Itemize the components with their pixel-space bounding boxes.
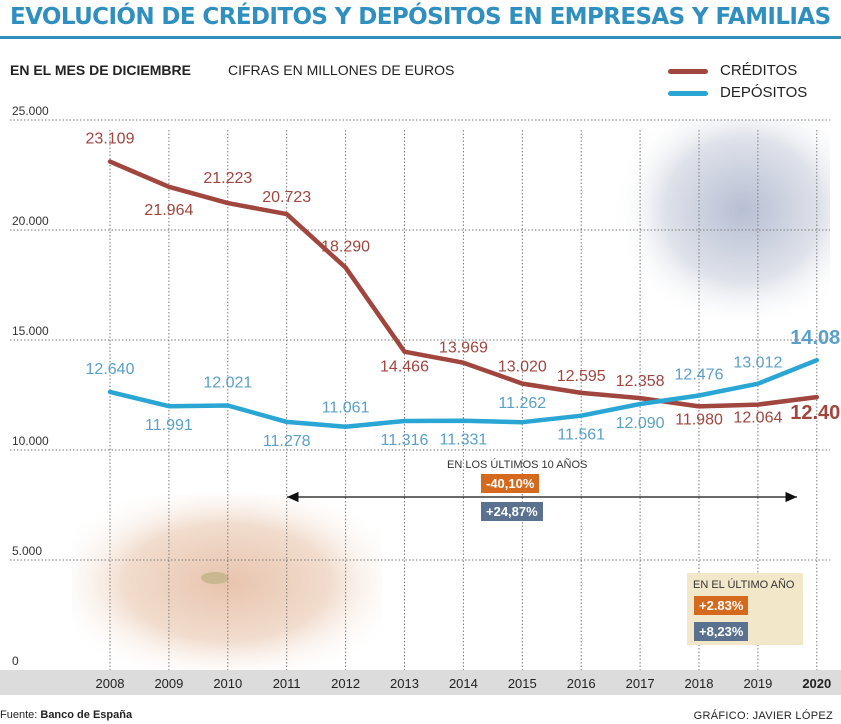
data-label-creditos: 13.020 [498,359,547,376]
y-tick-label: 5.000 [12,544,42,558]
x-tick-label: 2017 [626,676,655,691]
last-year-box: EN EL ÚLTIMO AÑO +2.83% +8,23% [687,573,803,645]
subtitle-units: CIFRAS EN MILLONES DE EUROS [228,62,455,78]
title-rule [0,36,841,39]
chart-title: EVOLUCIÓN DE CRÉDITOS Y DEPÓSITOS EN EMP… [10,4,831,30]
data-labels: 23.109 21.964 21.223 20.723 18.290 14.466 13.9… [86,131,841,450]
last-year-label: EN EL ÚLTIMO AÑO [693,579,795,591]
source-note: Fuente: Banco de España [0,709,132,721]
subtitle-period: EN EL MES DE DICIEMBRE [10,62,191,78]
x-tick-label: 2011 [273,676,301,691]
banknote-photo-icon [612,120,830,320]
data-label-depositos: 11.278 [263,433,311,450]
title-bar: EVOLUCIÓN DE CRÉDITOS Y DEPÓSITOS EN EMP… [0,0,841,38]
decade-creditos-badge: -40,10% [481,474,540,493]
x-tick-label: 2016 [567,676,596,691]
legend-item-depositos: DEPÓSITOS [668,84,807,101]
data-label-depositos: 13.012 [733,355,782,372]
y-tick-label: 20.000 [12,214,49,228]
x-tick-label: 2012 [331,676,360,691]
x-axis-band [0,670,841,695]
source-prefix: Fuente: [0,709,38,721]
x-tick-label: 2013 [390,676,419,691]
legend-label-creditos: CRÉDITOS [720,62,798,79]
series-line-creditos [107,159,820,409]
x-axis-ticks: 2008 2009 2010 2011 2012 2013 2014 2015 2016 2017… [96,676,832,691]
x-tick-label: 2015 [508,676,537,691]
y-tick-label: 25.000 [12,104,49,118]
y-tick-label: 15.000 [12,324,49,338]
data-label-depositos: 11.316 [381,432,429,449]
data-label-creditos: 20.723 [262,189,311,206]
graphic-credit: GRÁFICO: JAVIER LÓPEZ [693,710,833,722]
coin-icon [201,572,229,584]
data-label-depositos: 11.061 [322,400,370,417]
data-label-creditos: 21.223 [203,170,252,187]
data-label-creditos: 12.405 [790,402,841,424]
data-label-depositos: 14.083 [790,327,841,349]
data-label-depositos: 11.561 [557,427,605,444]
last-year-creditos-badge: +2.83% [694,596,749,615]
data-label-creditos: 14.466 [380,359,429,376]
data-label-depositos: 12.476 [675,367,724,384]
data-label-depositos: 11.331 [440,432,488,449]
x-tick-label: 2018 [685,676,714,691]
data-label-depositos: 11.262 [498,395,546,412]
x-tick-label: 2020 [802,676,831,691]
source-name: Banco de España [40,709,133,721]
series-lines [107,159,820,429]
x-tick-label: 2010 [213,676,242,691]
data-label-creditos: 18.290 [321,239,370,256]
data-label-creditos: 21.964 [144,202,193,219]
y-axis-ticks: 25.000 20.000 15.000 10.000 5.000 0 [12,104,49,668]
data-label-depositos: 11.991 [145,417,193,434]
legend-label-depositos: DEPÓSITOS [720,84,808,101]
hand-photo-icon [72,495,382,670]
series-line-depositos [107,357,820,429]
x-tick-label: 2009 [154,676,183,691]
data-label-creditos: 11.980 [675,411,723,428]
data-label-creditos: 23.109 [86,131,135,148]
legend-swatch-depositos [668,90,708,96]
legend-swatch-creditos [668,68,708,74]
y-tick-label: 10.000 [12,434,49,448]
x-tick-label: 2019 [743,676,772,691]
data-label-depositos: 12.640 [86,361,135,378]
data-label-creditos: 12.064 [733,410,782,427]
data-label-depositos: 12.021 [203,375,252,392]
x-tick-label: 2014 [449,676,478,691]
x-tick-label: 2008 [96,676,125,691]
data-label-depositos: 12.090 [616,415,665,432]
data-label-creditos: 12.595 [557,368,606,385]
legend-item-creditos: CRÉDITOS [668,62,797,79]
y-tick-label: 0 [12,654,19,668]
data-label-creditos: 13.969 [439,340,488,357]
decade-depositos-badge: +24,87% [481,502,543,521]
decade-annotation-label: EN LOS ÚLTIMOS 10 AÑOS [447,459,588,471]
last-year-depositos-badge: +8,23% [694,622,749,641]
data-label-creditos: 12.358 [616,373,665,390]
